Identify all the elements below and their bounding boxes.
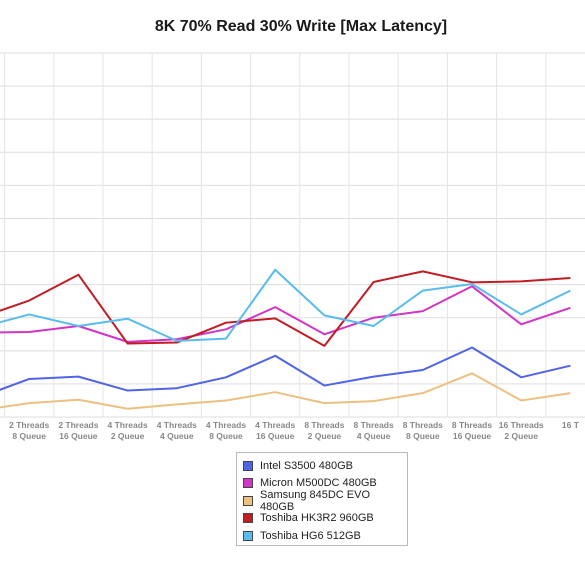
legend-item: Intel S3500 480GB	[243, 457, 407, 475]
legend-item: Toshiba HK3R2 960GB	[243, 510, 407, 528]
legend-label: Toshiba HK3R2 960GB	[260, 512, 374, 525]
legend-item: Samsung 845DC EVO 480GB	[243, 488, 407, 513]
legend-label: Samsung 845DC EVO 480GB	[259, 488, 371, 513]
x-tick-label: 16 T	[562, 420, 580, 430]
chart-series	[0, 268, 571, 410]
x-tick-label: 2 Threads	[58, 420, 98, 430]
series-line	[0, 372, 571, 410]
x-tick-label: 8 Threads	[354, 420, 394, 430]
legend-swatch	[243, 460, 253, 471]
legend-swatch	[243, 513, 253, 524]
legend-label: Toshiba HG6 512GB	[260, 529, 361, 542]
x-tick-label: 4 Queue	[160, 431, 194, 441]
x-tick-label: 4 Queue	[357, 431, 391, 441]
x-tick-label: 8 Queue	[406, 431, 440, 441]
x-tick-label: 8 Queue	[12, 431, 46, 441]
legend-item: Toshiba HG6 512GB	[243, 527, 407, 545]
x-tick-label: 8 Queue	[209, 431, 243, 441]
series-line	[0, 346, 571, 392]
x-tick-label: 2 Threads	[9, 420, 49, 430]
x-tick-label: 2 Queue	[504, 431, 538, 441]
x-tick-label: 8 Threads	[403, 420, 443, 430]
legend-item: Micron M500DC 480GB	[243, 475, 407, 493]
series-line	[0, 285, 571, 343]
legend-swatch	[243, 530, 253, 541]
legend-swatch	[243, 495, 253, 506]
x-tick-label: 4 Threads	[206, 420, 246, 430]
series-line	[0, 270, 571, 347]
x-tick-label: 4 Threads	[255, 420, 295, 430]
x-tick-label: 16 Queue	[453, 431, 492, 441]
series-line	[0, 268, 571, 342]
legend-label: Intel S3500 480GB	[260, 459, 353, 472]
x-tick-label: 16 Threads	[499, 420, 544, 430]
x-tick-label: 4 Threads	[108, 420, 148, 430]
x-tick-label: 16 Queue	[256, 431, 295, 441]
legend: Intel S3500 480GB Micron M500DC 480GB Sams…	[236, 452, 408, 546]
legend-label: Micron M500DC 480GB	[260, 477, 377, 490]
legend-swatch	[243, 478, 253, 489]
x-tick-label: 2 Queue	[308, 431, 342, 441]
x-tick-label: 8 Threads	[304, 420, 344, 430]
x-tick-label: 2 Queue	[111, 431, 145, 441]
x-tick-label: 4 Threads	[157, 420, 197, 430]
x-tick-label: 8 Threads	[452, 420, 492, 430]
x-tick-label: 16 Queue	[59, 431, 98, 441]
chart-title: 8K 70% Read 30% Write [Max Latency]	[154, 18, 448, 35]
